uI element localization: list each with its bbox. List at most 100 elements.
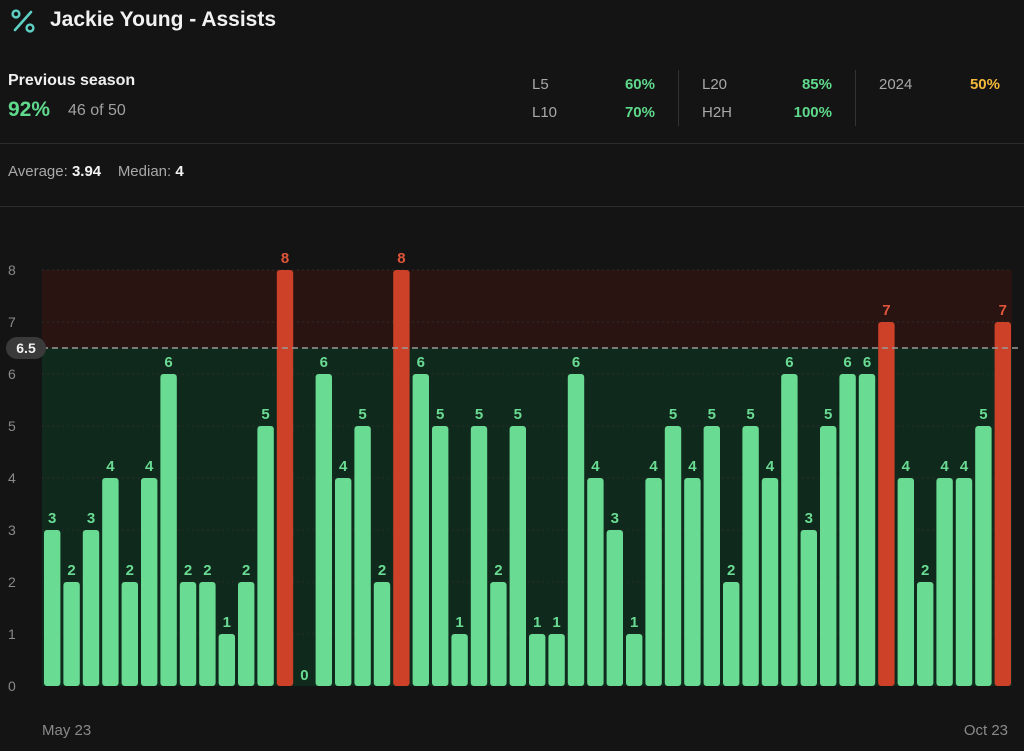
bar-value-label: 3 bbox=[805, 510, 813, 527]
previous-season-percent: 92% bbox=[8, 98, 51, 121]
bar bbox=[587, 478, 604, 686]
bar-value-label: 5 bbox=[261, 406, 269, 423]
bar-value-label: 6 bbox=[863, 354, 871, 371]
median-label: Median: bbox=[117, 163, 172, 180]
bar-value-label: 5 bbox=[358, 406, 366, 423]
bar-value-label: 8 bbox=[281, 250, 289, 267]
stat-h2h-value: 100% bbox=[793, 104, 832, 121]
bar bbox=[82, 530, 100, 686]
bar bbox=[761, 478, 779, 686]
bar-value-label: 5 bbox=[514, 406, 522, 423]
bar bbox=[626, 634, 643, 686]
bar bbox=[548, 634, 565, 686]
bar-value-label: 2 bbox=[67, 562, 75, 579]
bar bbox=[199, 582, 216, 686]
bar bbox=[354, 426, 371, 686]
threshold-badge bbox=[6, 337, 46, 359]
bar bbox=[373, 582, 391, 686]
bar-value-label: 5 bbox=[475, 406, 483, 423]
y-tick-label: 3 bbox=[8, 522, 16, 538]
x-end-label: Oct 23 bbox=[964, 722, 1008, 739]
bar bbox=[141, 478, 158, 686]
bar bbox=[858, 374, 876, 686]
bar bbox=[936, 478, 953, 686]
bar-value-label: 6 bbox=[572, 354, 580, 371]
bar-value-label: 2 bbox=[242, 562, 250, 579]
stat-l10-label: L10 bbox=[532, 104, 558, 121]
bar bbox=[257, 426, 274, 686]
bar-value-label: 5 bbox=[436, 406, 444, 423]
threshold-label: 6.5 bbox=[16, 340, 36, 356]
bar bbox=[781, 374, 798, 686]
bar bbox=[567, 374, 585, 686]
y-tick-label: 0 bbox=[8, 678, 16, 694]
bar bbox=[529, 634, 546, 686]
summary-panel: Previous season 92% 46 of 50 L5 60% L10 … bbox=[0, 62, 1024, 142]
bar-value-label: 1 bbox=[552, 614, 560, 631]
bar-value-label: 6 bbox=[164, 354, 172, 371]
stat-l20-value: 85% bbox=[801, 76, 832, 93]
stat-season-label: 2024 bbox=[879, 76, 913, 93]
bar-value-label: 4 bbox=[339, 458, 348, 475]
stat-l10-value: 70% bbox=[624, 104, 655, 121]
bar-value-label: 0 bbox=[300, 667, 308, 684]
bar bbox=[955, 478, 973, 686]
bar-value-label: 1 bbox=[630, 614, 638, 631]
y-tick-label: 1 bbox=[8, 626, 16, 642]
bar-value-label: 4 bbox=[591, 458, 600, 475]
bar-value-label: 1 bbox=[223, 614, 231, 631]
bar-value-label: 2 bbox=[203, 562, 211, 579]
bar bbox=[917, 582, 934, 686]
bar bbox=[742, 426, 759, 686]
bar bbox=[490, 582, 507, 686]
bar bbox=[335, 478, 352, 686]
y-tick-label: 8 bbox=[8, 262, 16, 278]
average-label: Average: bbox=[8, 163, 68, 180]
y-tick-label: 4 bbox=[8, 470, 16, 486]
divider bbox=[0, 143, 1024, 144]
bar-value-label: 6 bbox=[417, 354, 425, 371]
bar-value-label: 4 bbox=[649, 458, 658, 475]
bar bbox=[509, 426, 526, 686]
bar bbox=[839, 374, 856, 686]
x-start-label: May 23 bbox=[42, 722, 91, 739]
bar-value-label: 2 bbox=[921, 562, 929, 579]
bar bbox=[820, 426, 837, 686]
bar-value-label: 7 bbox=[882, 302, 890, 319]
y-tick-label: 7 bbox=[8, 314, 16, 330]
bar-value-label: 2 bbox=[378, 562, 386, 579]
bar-value-label: 2 bbox=[184, 562, 192, 579]
bar bbox=[606, 530, 623, 686]
stat-season-value: 50% bbox=[969, 76, 1000, 93]
bar bbox=[684, 478, 701, 686]
bar-value-label: 2 bbox=[494, 562, 502, 579]
bar-value-label: 5 bbox=[824, 406, 832, 423]
bar-value-label: 3 bbox=[48, 510, 56, 527]
header: Jackie Young - Assists bbox=[0, 0, 1024, 48]
bar bbox=[238, 582, 255, 686]
bar bbox=[63, 582, 80, 686]
bar-value-label: 2 bbox=[727, 562, 735, 579]
page-title: Jackie Young - Assists bbox=[50, 8, 277, 31]
bar bbox=[975, 426, 992, 686]
bar-value-label: 4 bbox=[106, 458, 115, 475]
bar-value-label: 6 bbox=[785, 354, 793, 371]
bar bbox=[218, 634, 235, 686]
median-value: 4 bbox=[175, 163, 184, 180]
average-value: 3.94 bbox=[71, 163, 102, 180]
bar bbox=[315, 374, 332, 686]
bar-value-label: 5 bbox=[669, 406, 677, 423]
bar-value-label: 5 bbox=[746, 406, 754, 423]
bar-value-label: 5 bbox=[708, 406, 716, 423]
stat-l5-label: L5 bbox=[532, 76, 549, 93]
bar-value-label: 4 bbox=[960, 458, 969, 475]
bar-value-label: 4 bbox=[688, 458, 697, 475]
bar bbox=[703, 426, 720, 686]
y-tick-label: 2 bbox=[8, 574, 16, 590]
bar bbox=[276, 270, 294, 686]
stat-h2h-label: H2H bbox=[702, 104, 733, 121]
bar-value-label: 3 bbox=[611, 510, 619, 527]
bar bbox=[44, 530, 61, 686]
divider bbox=[0, 206, 1024, 207]
bar-value-label: 4 bbox=[145, 458, 154, 475]
